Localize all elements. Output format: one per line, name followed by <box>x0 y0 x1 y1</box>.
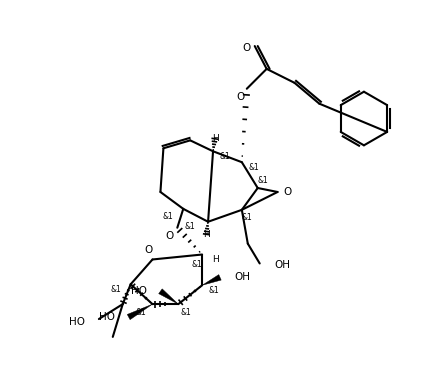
Text: H: H <box>212 134 219 143</box>
Text: H: H <box>212 255 219 264</box>
Text: O: O <box>283 187 292 197</box>
Text: HO: HO <box>69 317 85 327</box>
Polygon shape <box>202 275 221 285</box>
Text: &1: &1 <box>110 285 121 294</box>
Text: O: O <box>165 231 173 241</box>
Text: &1: &1 <box>208 286 219 295</box>
Text: &1: &1 <box>219 152 230 161</box>
Text: HO: HO <box>131 286 147 296</box>
Polygon shape <box>127 304 152 320</box>
Text: O: O <box>145 245 153 254</box>
Text: &1: &1 <box>135 308 146 317</box>
Text: &1: &1 <box>163 212 174 221</box>
Text: &1: &1 <box>185 222 196 231</box>
Text: O: O <box>237 92 245 102</box>
Text: &1: &1 <box>257 175 268 184</box>
Text: &1: &1 <box>181 308 191 317</box>
Text: H: H <box>203 230 209 239</box>
Text: HO: HO <box>99 312 115 322</box>
Text: &1: &1 <box>248 163 259 172</box>
Text: OH: OH <box>234 272 250 282</box>
Text: &1: &1 <box>241 213 252 222</box>
Text: OH: OH <box>275 260 290 270</box>
Text: O: O <box>243 43 251 53</box>
Polygon shape <box>159 289 178 304</box>
Text: &1: &1 <box>192 260 202 269</box>
